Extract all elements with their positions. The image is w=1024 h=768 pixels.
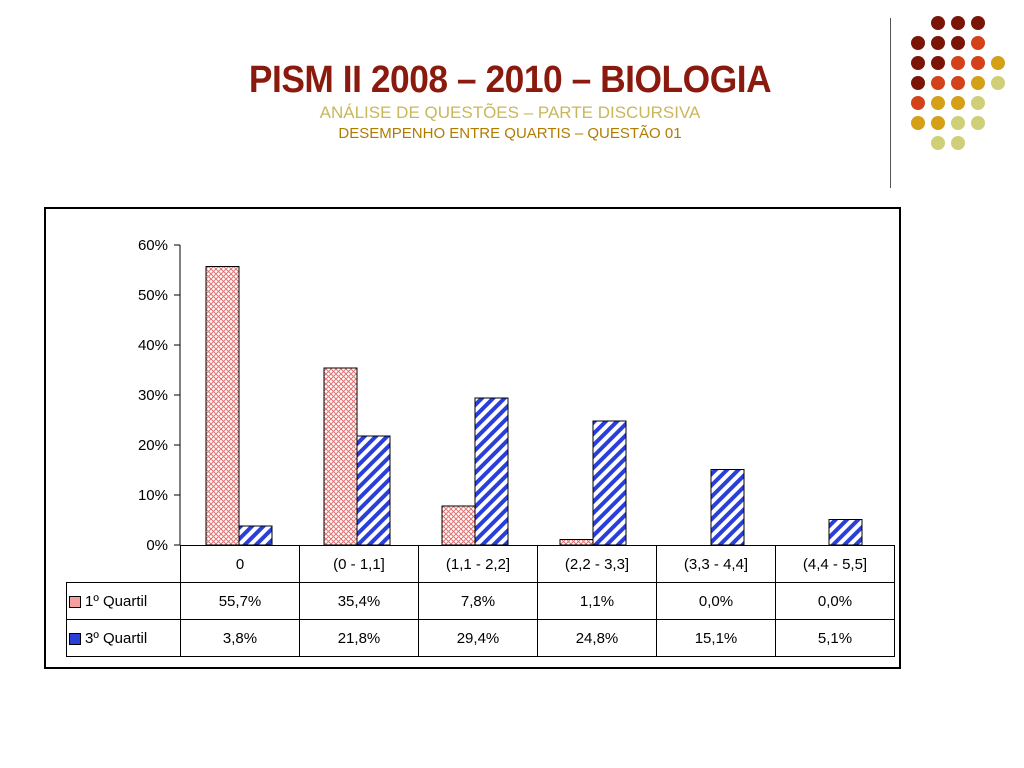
decorative-dot [911,116,925,130]
data-label: 5,1% [775,619,895,657]
data-label: 55,7% [180,582,300,620]
decorative-dot [951,36,965,50]
legend-entry-1: 1º Quartil [66,582,181,620]
decorative-dot [931,76,945,90]
decorative-dot [931,116,945,130]
legend-entry-2: 3º Quartil [66,619,181,657]
data-label: 3,8% [180,619,300,657]
decorative-dot [991,76,1005,90]
data-label: 15,1% [656,619,776,657]
y-tick-label: 0% [146,537,168,554]
decorative-dot [911,36,925,50]
category-label: (0 - 1,1] [299,545,419,583]
bar-series-1 [205,266,240,546]
table-row-series-1: 1º Quartil 55,7% 35,4% 7,8% 1,1% 0,0% 0,… [66,582,895,620]
y-tick-label: 40% [138,337,168,354]
bar-chart: 0% 10% 20% 30% 40% 50% 60% [138,237,863,554]
y-tick-label: 10% [138,487,168,504]
bar-series-2 [474,397,509,546]
data-table: 0 (0 - 1,1] (1,1 - 2,2] (2,2 - 3,3] (3,3… [66,545,895,657]
y-tick-label: 60% [138,237,168,254]
legend-swatch-1 [69,595,81,608]
decorative-dot-pattern [911,16,1005,150]
decorative-divider [890,18,891,188]
series-name: 3º Quartil [85,629,148,647]
data-label: 35,4% [299,582,419,620]
data-label: 21,8% [299,619,419,657]
decorative-dot [951,56,965,70]
decorative-dot [911,96,925,110]
table-header-row: 0 (0 - 1,1] (1,1 - 2,2] (2,2 - 3,3] (3,3… [67,545,895,583]
decorative-dot [971,16,985,30]
decorative-dot [931,136,945,150]
page-subtitle: ANÁLISE DE QUESTÕES – PARTE DISCURSIVA [319,103,701,122]
decorative-dot [951,136,965,150]
bar-series-2 [238,525,273,546]
y-tick-label: 30% [138,387,168,404]
decorative-dot [971,36,985,50]
table-row-series-2: 3º Quartil 3,8% 21,8% 29,4% 24,8% 15,1% … [66,619,895,657]
bar-series-2 [828,519,863,546]
data-label: 24,8% [537,619,657,657]
decorative-dot [971,56,985,70]
decorative-dot [971,76,985,90]
decorative-dot [951,96,965,110]
decorative-dot [951,16,965,30]
decorative-dot [971,116,985,130]
bar-series-2 [356,435,391,546]
y-tick-label: 20% [138,437,168,454]
data-label: 0,0% [775,582,895,620]
decorative-dot [951,76,965,90]
decorative-dot [971,96,985,110]
page-title: PISM II 2008 – 2010 – BIOLOGIA [248,59,772,101]
title-block: PISM II 2008 – 2010 – BIOLOGIA ANÁLISE D… [150,58,870,144]
category-label: (2,2 - 3,3] [537,545,657,583]
data-label: 0,0% [656,582,776,620]
decorative-dot [931,16,945,30]
series-name: 1º Quartil [85,592,148,610]
y-tick-label: 50% [138,287,168,304]
page-subtitle-secondary: DESEMPENHO ENTRE QUARTIS – QUESTÃO 01 [338,125,682,142]
category-label: (3,3 - 4,4] [656,545,776,583]
chart-frame: 0% 10% 20% 30% 40% 50% 60% 0 (0 - 1,1] (1,1 - … [44,207,901,669]
category-label: (4,4 - 5,5] [775,545,895,583]
data-label: 29,4% [418,619,538,657]
decorative-dot [931,36,945,50]
data-label: 7,8% [418,582,538,620]
decorative-dot [991,56,1005,70]
category-label: (1,1 - 2,2] [418,545,538,583]
data-label: 1,1% [537,582,657,620]
decorative-dot [911,76,925,90]
decorative-dot [951,116,965,130]
decorative-dot [911,56,925,70]
category-label: 0 [180,545,300,583]
legend-swatch-2 [69,632,81,645]
decorative-dot [931,96,945,110]
bar-series-1 [323,367,358,546]
bar-series-1 [441,505,476,546]
bar-series-2 [710,469,745,546]
bar-series-2 [592,420,627,546]
decorative-dot [931,56,945,70]
